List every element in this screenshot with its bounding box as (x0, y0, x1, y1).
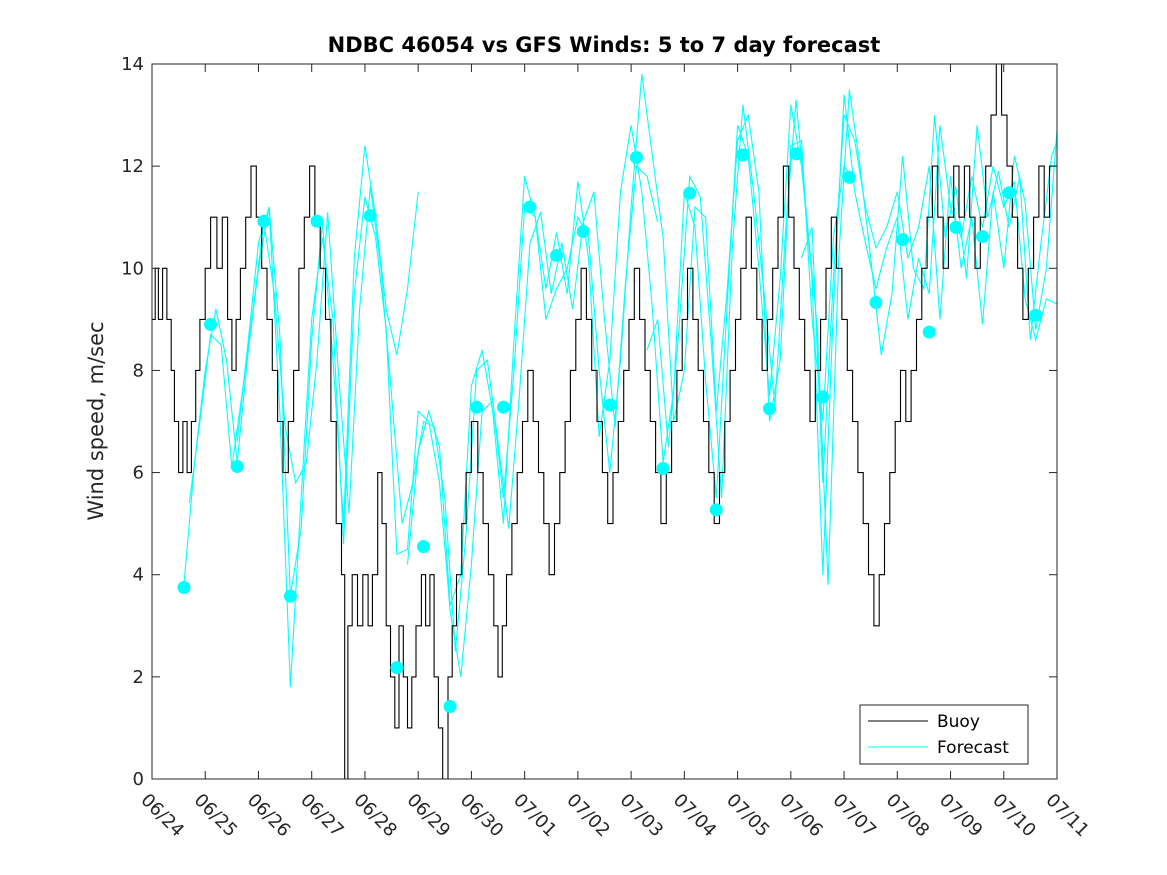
forecast-marker (177, 580, 191, 594)
forecast-marker (975, 230, 989, 244)
legend-label: Forecast (937, 738, 1009, 758)
forecast-marker (204, 317, 218, 331)
y-tick-label: 6 (133, 463, 144, 484)
forecast-marker (230, 459, 244, 473)
y-tick-label: 12 (121, 156, 144, 177)
forecast-marker (496, 400, 510, 414)
forecast-marker (603, 398, 617, 412)
forecast-marker (470, 400, 484, 414)
forecast-marker (789, 147, 803, 161)
data-layer (152, 64, 1057, 779)
forecast-marker (257, 214, 271, 228)
axes-frame (151, 63, 1058, 780)
chart-title: NDBC 46054 vs GFS Winds: 5 to 7 day fore… (328, 33, 881, 57)
plot-area (152, 64, 1057, 779)
y-tick-label: 14 (121, 54, 144, 75)
forecast-marker (896, 233, 910, 247)
forecast-marker (283, 589, 297, 603)
forecast-line-2 (188, 164, 659, 652)
legend-label: Buoy (937, 712, 980, 732)
y-tick-label: 4 (133, 565, 144, 586)
forecast-marker (417, 540, 430, 554)
forecast-marker (1029, 308, 1043, 322)
forecast-marker (1002, 186, 1016, 200)
forecast-marker (736, 148, 750, 162)
forecast-marker (390, 661, 404, 675)
forecast-marker (310, 214, 324, 228)
forecast-marker (842, 170, 856, 184)
y-tick-label: 0 (133, 769, 144, 790)
buoy-line (152, 64, 1057, 779)
forecast-line-3 (236, 74, 856, 688)
forecast-marker (550, 249, 564, 263)
forecast-marker (922, 325, 936, 339)
forecast-marker (869, 296, 883, 310)
forecast-marker (816, 390, 830, 404)
forecast-marker (949, 220, 963, 234)
forecast-marker (629, 150, 643, 164)
forecast-marker (523, 200, 537, 214)
forecast-marker (683, 186, 697, 200)
forecast-marker (576, 225, 590, 239)
forecast-marker (443, 699, 457, 713)
forecast-line-6 (800, 114, 1057, 483)
forecast-marker (363, 209, 377, 223)
legend: Buoy Forecast (859, 704, 1029, 765)
y-tick-label: 10 (121, 258, 144, 279)
y-axis-label: Wind speed, m/sec (84, 321, 108, 520)
forecast-marker (709, 503, 723, 517)
forecast-line-1 (183, 145, 419, 596)
y-tick-label: 8 (133, 360, 144, 381)
forecast-marker (656, 461, 670, 475)
y-tick-label: 2 (133, 667, 144, 688)
legend-box (859, 704, 1029, 765)
forecast-marker (763, 402, 777, 416)
